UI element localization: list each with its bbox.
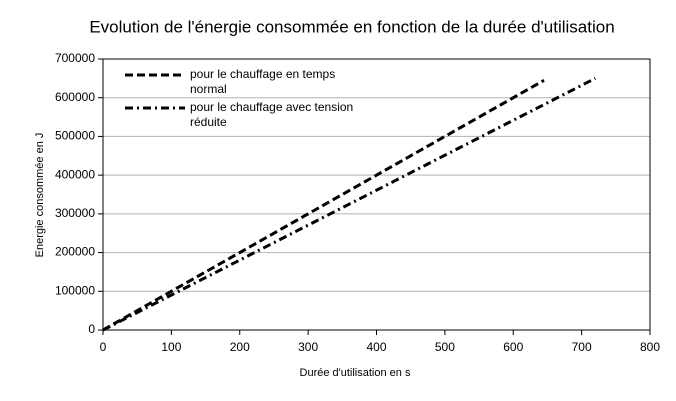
legend-label: pour le chauffage en temps normal [190, 67, 336, 96]
chart-title: Evolution de l'énergie consommée en fonc… [89, 17, 614, 36]
x-tick-label: 500 [435, 340, 455, 354]
y-tick-label: 100000 [55, 283, 95, 297]
y-tick-label: 0 [88, 322, 95, 336]
y-tick-label: 700000 [55, 51, 95, 65]
y-axis-label: Energie consommée en J [34, 133, 46, 258]
series-line [102, 77, 596, 332]
y-tick-label: 600000 [55, 90, 95, 104]
x-tick-label: 100 [161, 340, 181, 354]
x-tick-label: 300 [298, 340, 318, 354]
legend-label: pour le chauffage avec tension réduite [190, 100, 354, 129]
x-tick-label: 0 [100, 340, 107, 354]
x-tick-label: 200 [230, 340, 250, 354]
x-axis-label: Durée d'utilisation en s [300, 367, 411, 379]
series-line [102, 78, 545, 332]
y-tick-label: 300000 [55, 206, 95, 220]
x-tick-label: 800 [640, 340, 660, 354]
plot-frame [102, 58, 651, 331]
y-tick-label: 500000 [55, 129, 95, 143]
x-tick-label: 700 [572, 340, 592, 354]
x-tick-label: 600 [503, 340, 523, 354]
y-tick-label: 400000 [55, 167, 95, 181]
x-tick-label: 400 [366, 340, 386, 354]
y-tick-label: 200000 [55, 245, 95, 259]
